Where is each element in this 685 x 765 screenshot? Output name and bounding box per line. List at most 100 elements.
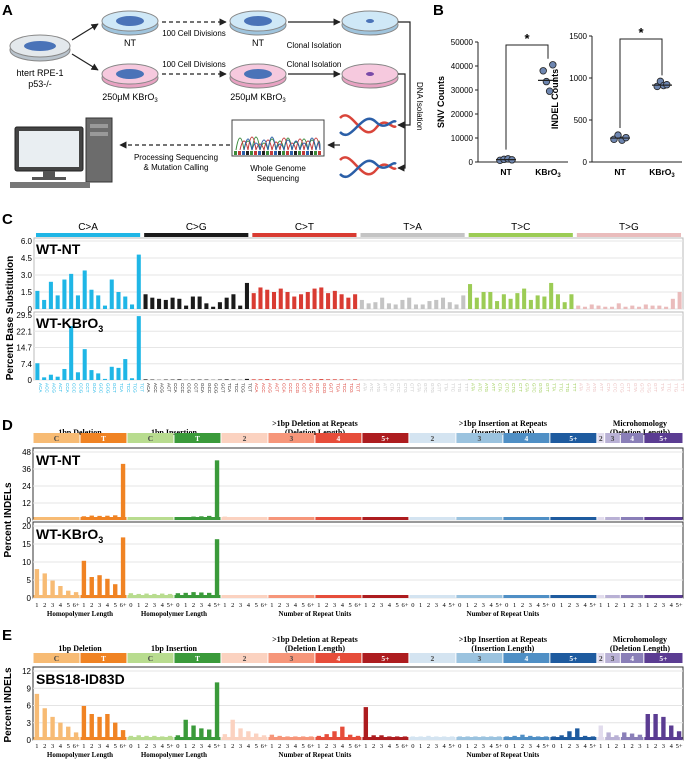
indel-tick-label: 2 xyxy=(427,743,430,750)
indel-tick-label: 4 xyxy=(443,743,447,750)
indel-bar xyxy=(441,736,447,737)
indel-bar xyxy=(481,736,486,737)
indel-tick-label: 2 xyxy=(615,602,618,609)
snv-bar xyxy=(271,292,277,309)
indel-bar xyxy=(402,736,408,737)
homopolymer-label-a: Homopolymer Length xyxy=(47,751,113,759)
y-tick-label: 36 xyxy=(22,465,31,474)
seq-base xyxy=(254,151,257,155)
context-label: ACT xyxy=(166,383,171,392)
indel-tick-label: 3 xyxy=(153,743,156,750)
indel-bar xyxy=(89,577,94,595)
indel-tick-label: 5+ xyxy=(449,743,456,750)
indel-bar xyxy=(254,733,259,737)
indel-header-label: 4 xyxy=(630,654,634,663)
snv-bar xyxy=(569,294,574,309)
snv-bar xyxy=(35,290,40,309)
indel-header-box xyxy=(456,653,503,663)
indel-header-box xyxy=(409,653,456,663)
context-label: ACC xyxy=(153,383,158,393)
context-label: GTA xyxy=(416,383,421,393)
indel-bar xyxy=(261,735,267,737)
indel-bar xyxy=(136,735,141,737)
homopolymer-label-b: Homopolymer Length xyxy=(141,610,207,618)
seq-base xyxy=(238,151,241,155)
indel-tick-label: 2 xyxy=(654,602,657,609)
snv-bar xyxy=(434,299,439,309)
snv-bar xyxy=(481,292,486,309)
indel-bar xyxy=(465,736,470,737)
indel-bar xyxy=(73,592,79,595)
indel-bar xyxy=(418,736,423,737)
context-label: GCC xyxy=(99,383,104,394)
indel-tick-label: 5+ xyxy=(542,743,549,750)
indel-header-box xyxy=(456,433,503,443)
context-label: CTC xyxy=(613,383,618,393)
indel-baseline-strip xyxy=(597,595,605,598)
nt-dish-start xyxy=(101,10,159,36)
context-label: TCA xyxy=(227,383,232,393)
snv-bar xyxy=(204,303,209,309)
panel-letter-d: D xyxy=(2,417,13,434)
context-label: GTC xyxy=(423,383,428,393)
sig-bracket xyxy=(505,44,549,150)
context-label: ACC xyxy=(45,383,50,393)
context-label: GCG xyxy=(214,383,219,394)
indel-header-label: 5+ xyxy=(659,654,667,663)
indel-header-label: 5+ xyxy=(569,434,577,443)
dna-isolation-label: DNA Isolation xyxy=(415,82,424,130)
indel-tick-label: 5 xyxy=(255,743,258,750)
context-label: GTT xyxy=(437,383,442,392)
indel-baseline-strip xyxy=(127,595,174,598)
sig-star: * xyxy=(524,31,530,46)
kbro3-point xyxy=(545,87,554,95)
indel-tick-label: 1 xyxy=(270,602,273,609)
indel-header-box xyxy=(221,653,268,663)
indel-tick-label: 1 xyxy=(419,743,422,750)
indel-group-subtitle: (Deletion Length) xyxy=(610,428,671,437)
indel-tick-label: 6+ xyxy=(308,743,315,750)
snv-bar xyxy=(488,292,493,309)
indel-tick-label: 5 xyxy=(114,743,117,750)
plot-frame xyxy=(32,666,684,741)
indel-tick-label: 3 xyxy=(239,602,242,609)
indel-header-box xyxy=(80,653,127,663)
snv-bar xyxy=(75,295,80,309)
indel-bar xyxy=(230,719,235,737)
context-label: CTT xyxy=(626,383,631,392)
indel-tick-label: 2 xyxy=(630,602,633,609)
y-tick-label: 30000 xyxy=(451,86,474,95)
indel-bar xyxy=(73,732,79,737)
indel-bar xyxy=(238,728,243,737)
context-label: GCT xyxy=(220,383,225,393)
indel-bar xyxy=(551,736,556,737)
class-bar xyxy=(144,233,249,237)
y-tick-label: 12 xyxy=(22,499,31,508)
indel-tick-label: 1 xyxy=(623,743,626,750)
indel-tick-label: 6+ xyxy=(308,602,315,609)
context-label: GTT xyxy=(653,383,658,392)
context-label: ACA xyxy=(38,383,43,393)
class-label: C>A xyxy=(78,222,98,233)
seq-base xyxy=(262,151,265,155)
indel-tick-label: 0 xyxy=(411,743,414,750)
indel-tick-label: 4 xyxy=(670,743,674,750)
indel-tick-label: 4 xyxy=(583,602,587,609)
context-label: GCC xyxy=(315,383,320,394)
y-tick-label: 9 xyxy=(27,684,32,693)
context-label: CTA xyxy=(606,383,611,393)
indel-tick-label: 1 xyxy=(82,743,85,750)
seq-base xyxy=(282,151,285,155)
arrow-to-kbro3 xyxy=(71,53,99,71)
snv-bar xyxy=(353,379,358,380)
indel-bar xyxy=(160,593,165,595)
indel-bar xyxy=(199,728,204,737)
indel-tick-label: 2 xyxy=(568,743,571,750)
y-tick-label: 10 xyxy=(22,558,31,567)
indel-tick-label: 2 xyxy=(278,602,281,609)
context-label: GCG xyxy=(322,383,327,394)
snv-bar xyxy=(55,295,60,309)
y-tick-label: 0 xyxy=(27,594,32,603)
indel-baseline-strip xyxy=(456,595,503,598)
indel-header-label: 4 xyxy=(630,434,634,443)
